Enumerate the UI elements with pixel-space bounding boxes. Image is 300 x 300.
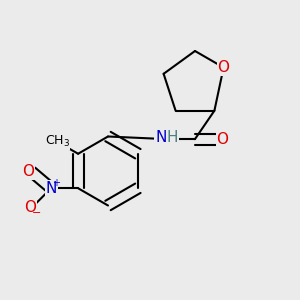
Text: O: O [218,60,230,75]
Text: H: H [167,130,178,145]
Text: NH: NH [155,130,178,145]
Text: CH$_3$: CH$_3$ [45,134,70,149]
Text: N: N [45,181,57,196]
Text: O: O [22,164,34,179]
Text: O: O [24,200,36,215]
Text: −: − [32,208,42,218]
Text: O: O [217,132,229,147]
Text: N: N [155,130,166,145]
Text: +: + [52,178,61,188]
